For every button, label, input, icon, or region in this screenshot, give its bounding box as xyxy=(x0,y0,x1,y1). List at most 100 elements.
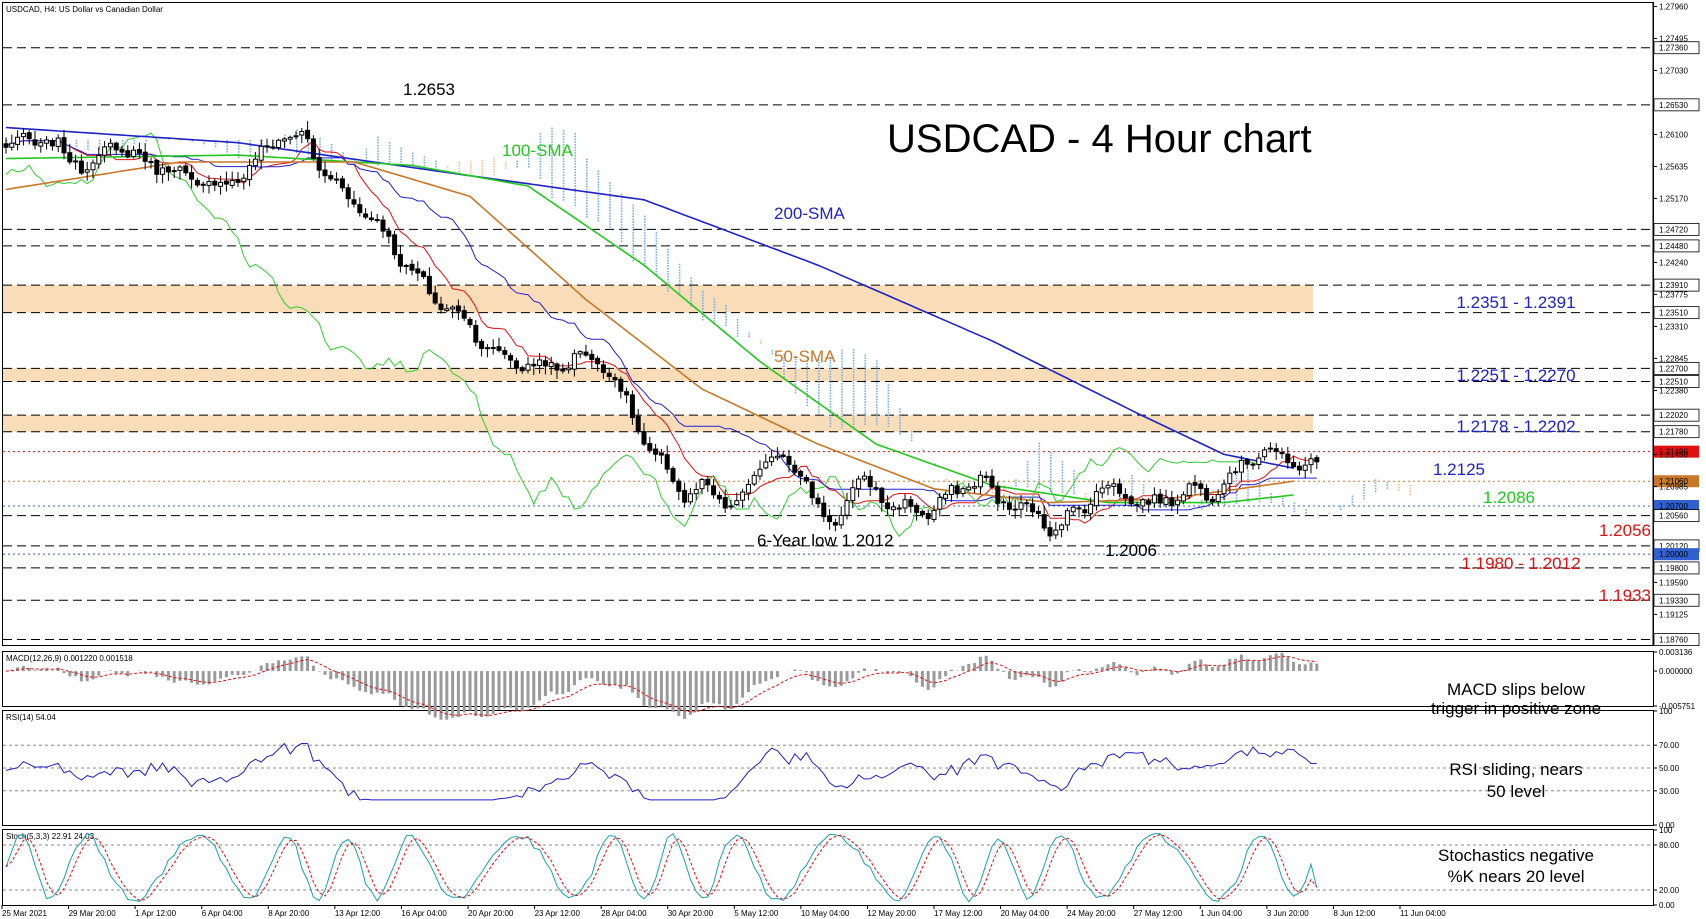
candle-bull xyxy=(84,169,90,173)
cloud-dot xyxy=(1038,450,1040,453)
cloud-dot xyxy=(806,387,808,390)
cloud-dot xyxy=(609,209,611,212)
cloud-dot xyxy=(678,283,681,285)
candle-bull xyxy=(177,166,183,171)
candle-bear xyxy=(357,204,363,214)
cloud-dot xyxy=(1131,477,1133,480)
cloud-dot xyxy=(1119,480,1122,483)
cloud-dot xyxy=(876,398,878,401)
cloud-dot xyxy=(400,158,402,161)
cloud-dot xyxy=(330,146,333,149)
cloud-dot xyxy=(864,390,866,393)
cloud-dot xyxy=(597,184,600,186)
cloud-dot xyxy=(586,180,588,183)
sma-lines xyxy=(5,126,1294,504)
cloud-dot xyxy=(1235,485,1238,488)
level-label-1-1933: 1.1933 xyxy=(1599,586,1651,605)
cloud-dot xyxy=(620,237,623,240)
cloud-dot xyxy=(713,306,716,309)
candle-bear xyxy=(1244,459,1250,465)
cloud-dot xyxy=(562,160,565,163)
cloud-dot xyxy=(620,193,623,196)
cloud-dot xyxy=(539,160,542,163)
price-tick-label: 1.19800 xyxy=(1659,564,1688,573)
cloud-dot xyxy=(632,245,634,248)
cloud-dot xyxy=(597,197,600,200)
cloud-dot xyxy=(1061,480,1064,482)
rsi-panel: 100 70.00 50.00 30.00 0.00 xyxy=(3,707,1680,830)
zone-label-2: 1.2251 - 1.2270 xyxy=(1456,366,1575,385)
cloud-dot xyxy=(586,172,588,174)
cloud-dot xyxy=(562,177,565,179)
cloud-dot xyxy=(342,155,344,157)
cloud-dot xyxy=(249,142,252,145)
cloud-dot xyxy=(818,389,820,392)
candle-bear xyxy=(32,139,38,146)
cloud-dot xyxy=(1108,498,1110,501)
cloud-dot xyxy=(864,398,866,401)
cloud-dot xyxy=(1061,491,1064,493)
cloud-dot xyxy=(1200,505,1203,508)
cloud-dot xyxy=(1131,480,1133,482)
cloud-dot xyxy=(551,130,553,132)
cloud-dot xyxy=(272,148,275,150)
candle-bull xyxy=(571,353,577,370)
cloud-dot xyxy=(678,266,681,269)
time-tick-label: 10 May 04:00 xyxy=(801,909,850,918)
candle-bear xyxy=(786,455,792,465)
candle-bear xyxy=(438,303,444,311)
cloud-dot xyxy=(852,376,855,379)
time-tick-label: 3 Jun 20:00 xyxy=(1267,909,1309,918)
cloud-dot xyxy=(470,167,472,169)
candle-bull xyxy=(728,505,734,508)
cloud-dot xyxy=(829,362,832,364)
candle-bull xyxy=(1151,494,1157,504)
cloud-dot xyxy=(551,196,553,198)
candle-bull xyxy=(1221,483,1227,495)
cloud-dot xyxy=(551,168,553,171)
cloud-dot xyxy=(783,370,785,373)
price-tick-label: 1.22510 xyxy=(1659,377,1688,386)
cloud-dot xyxy=(1386,487,1388,489)
time-tick-label: 25 Mar 2021 xyxy=(2,909,47,918)
cloud-dot xyxy=(609,201,611,204)
cloud-dot xyxy=(1363,486,1365,489)
cloud-dot xyxy=(528,149,530,152)
candle-bear xyxy=(397,254,403,267)
cloud-dot xyxy=(771,352,774,355)
cloud-dot xyxy=(388,161,391,163)
candle-bull xyxy=(525,363,531,371)
cloud-dot xyxy=(887,417,890,419)
time-tick-label: 12 May 20:00 xyxy=(867,909,916,918)
candle-bear xyxy=(380,219,386,232)
cloud-dot xyxy=(562,130,565,132)
cloud-dot xyxy=(644,256,646,259)
cloud-dot xyxy=(1038,467,1040,470)
cloud-dot xyxy=(806,371,808,373)
candle-bear xyxy=(432,292,438,304)
cloud-dot xyxy=(296,148,298,151)
cloud-dot xyxy=(574,179,576,182)
cloud-dot xyxy=(586,158,588,161)
price-tick-label: 1.21490 xyxy=(1659,448,1688,457)
candle-bear xyxy=(885,502,891,510)
cloud-dot xyxy=(702,291,704,293)
candle-bull xyxy=(769,456,775,463)
cloud-dot xyxy=(377,141,379,144)
candle-bear xyxy=(496,346,502,351)
cloud-dot xyxy=(852,406,855,409)
cloud-dot xyxy=(1363,494,1365,497)
price-tick-label: 1.23510 xyxy=(1659,309,1688,318)
cloud-dot xyxy=(1026,485,1029,488)
sma100-label: 100-SMA xyxy=(502,141,574,160)
cloud-dot xyxy=(1258,494,1261,497)
cloud-dot xyxy=(493,165,495,168)
cloud-dot xyxy=(1351,500,1354,503)
candle-bear xyxy=(1209,498,1215,503)
cloud-dot xyxy=(319,146,321,148)
price-tick-label: 1.23310 xyxy=(1659,322,1688,331)
chikou-line xyxy=(5,132,1259,538)
price-tick-label: 1.25170 xyxy=(1659,194,1688,203)
cloud-dot xyxy=(574,185,576,187)
cloud-dot xyxy=(388,158,391,161)
